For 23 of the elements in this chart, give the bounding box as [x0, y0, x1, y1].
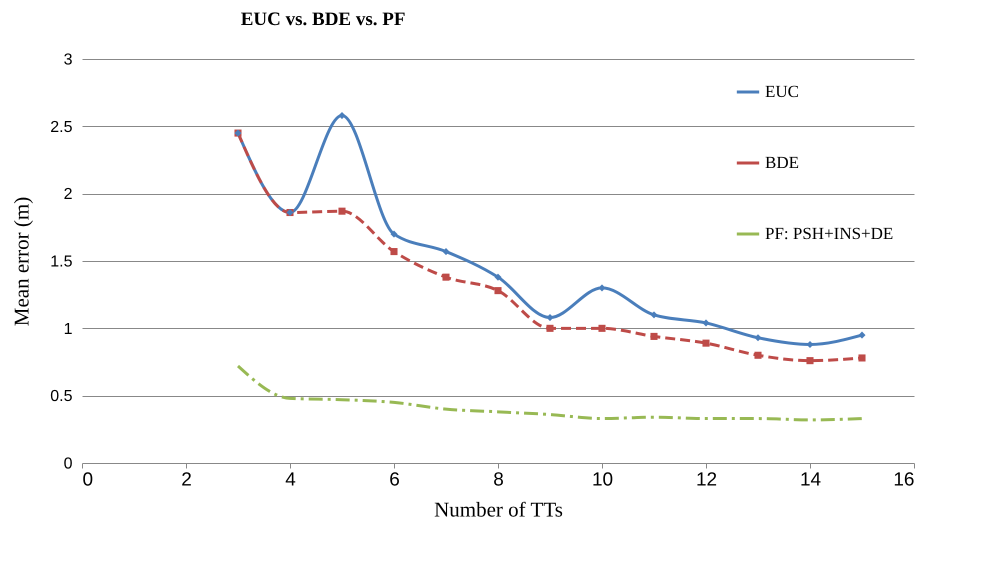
y-tick-label: 0.5: [50, 388, 73, 406]
y-tick-label: 1: [64, 320, 73, 338]
x-tick-label: 6: [389, 470, 400, 490]
chart-title: EUC vs. BDE vs. PF: [240, 9, 406, 30]
x-tick-label: 2: [181, 470, 192, 490]
x-tick-label: 10: [592, 470, 614, 490]
legend-label: BDE: [765, 153, 799, 172]
x-tick-label: 12: [696, 470, 718, 490]
y-tick-label: 2: [64, 186, 73, 204]
y-tick-label: 1.5: [50, 254, 73, 270]
line-series: [236, 364, 864, 422]
x-tick-label: 4: [285, 470, 296, 490]
x-tick-label: 8: [493, 470, 504, 490]
y-tick-label: 3: [64, 52, 73, 68]
x-tick-label: 14: [800, 470, 822, 490]
legend-label: EUC: [765, 82, 799, 101]
legend-label: PF: PSH+INS+DE: [765, 224, 894, 243]
x-tick-label: 16: [893, 470, 914, 490]
y-tick-label: 2.5: [50, 118, 73, 136]
x-tick-label: 0: [82, 470, 94, 490]
y-tick-label: 0: [64, 456, 73, 472]
y-axis-title: Mean error (m): [9, 196, 34, 326]
x-axis-title: Number of TTs: [434, 498, 563, 522]
